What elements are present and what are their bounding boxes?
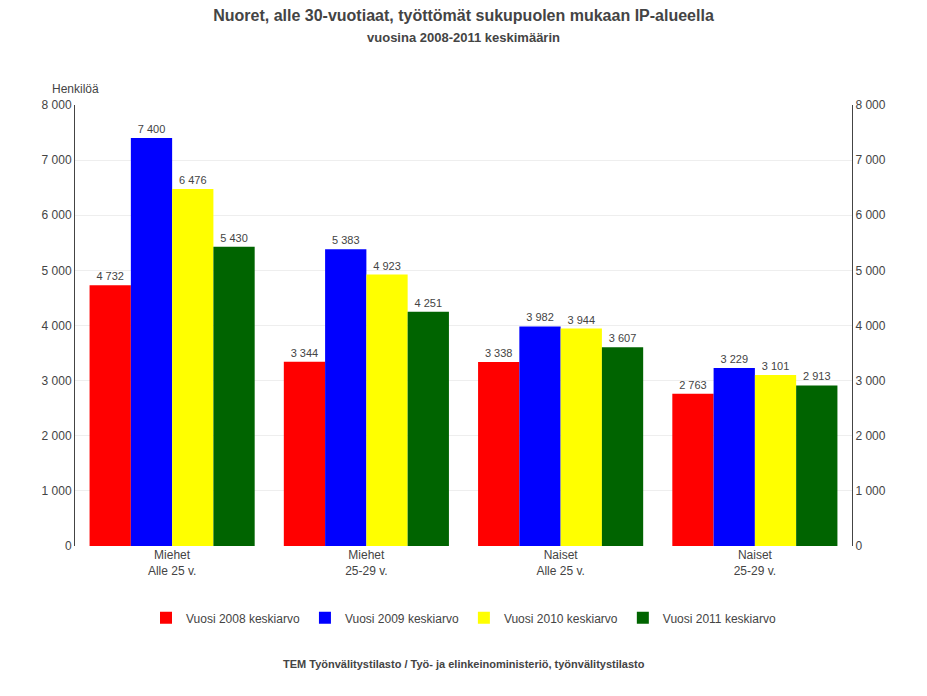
svg-text:4 732: 4 732: [96, 270, 124, 282]
svg-text:6 000: 6 000: [42, 208, 72, 222]
svg-text:5 000: 5 000: [855, 264, 885, 278]
svg-text:2 763: 2 763: [679, 379, 707, 391]
svg-text:Naiset25-29 v.: Naiset25-29 v.: [734, 548, 776, 578]
svg-text:3 344: 3 344: [291, 347, 319, 359]
svg-text:4 000: 4 000: [42, 319, 72, 333]
svg-text:3 944: 3 944: [567, 314, 595, 326]
svg-text:Vuosi 2010 keskiarvo: Vuosi 2010 keskiarvo: [504, 612, 618, 626]
svg-text:8 000: 8 000: [855, 98, 885, 112]
svg-text:Vuosi 2009 keskiarvo: Vuosi 2009 keskiarvo: [345, 612, 459, 626]
svg-text:3 000: 3 000: [42, 374, 72, 388]
svg-text:MiehetAlle 25 v.: MiehetAlle 25 v.: [148, 548, 196, 578]
svg-text:7 000: 7 000: [855, 153, 885, 167]
svg-text:3 101: 3 101: [762, 360, 790, 372]
svg-text:2 000: 2 000: [855, 429, 885, 443]
svg-text:5 000: 5 000: [42, 264, 72, 278]
svg-text:7 000: 7 000: [42, 153, 72, 167]
svg-text:3 229: 3 229: [720, 353, 748, 365]
svg-text:Vuosi 2008 keskiarvo: Vuosi 2008 keskiarvo: [186, 612, 300, 626]
svg-text:1 000: 1 000: [42, 484, 72, 498]
svg-text:1 000: 1 000: [855, 484, 885, 498]
svg-text:0: 0: [65, 539, 72, 553]
svg-text:NaisetAlle 25 v.: NaisetAlle 25 v.: [536, 548, 584, 578]
svg-text:4 000: 4 000: [855, 319, 885, 333]
svg-text:6 000: 6 000: [855, 208, 885, 222]
svg-text:Vuosi 2011 keskiarvo: Vuosi 2011 keskiarvo: [663, 612, 776, 626]
svg-text:Miehet25-29 v.: Miehet25-29 v.: [345, 548, 387, 578]
svg-text:4 251: 4 251: [415, 297, 443, 309]
svg-text:7 400: 7 400: [138, 123, 166, 135]
svg-text:8 000: 8 000: [42, 98, 72, 112]
svg-text:0: 0: [855, 539, 862, 553]
svg-text:3 607: 3 607: [609, 332, 637, 344]
svg-text:4 923: 4 923: [373, 260, 401, 272]
svg-text:3 338: 3 338: [485, 347, 513, 359]
svg-text:TEM Työnvälitystilasto / Työ-: TEM Työnvälitystilasto / Työ- ja elinkei…: [283, 658, 645, 670]
svg-text:3 982: 3 982: [526, 311, 554, 323]
svg-text:2 913: 2 913: [803, 370, 831, 382]
svg-text:Henkilöä: Henkilöä: [52, 82, 99, 96]
svg-text:5 430: 5 430: [220, 232, 248, 244]
svg-text:5 383: 5 383: [332, 234, 360, 246]
svg-text:3 000: 3 000: [855, 374, 885, 388]
svg-text:2 000: 2 000: [42, 429, 72, 443]
svg-text:Nuoret, alle 30-vuotiaat, työt: Nuoret, alle 30-vuotiaat, työttömät suku…: [213, 7, 714, 45]
svg-text:6 476: 6 476: [179, 174, 207, 186]
